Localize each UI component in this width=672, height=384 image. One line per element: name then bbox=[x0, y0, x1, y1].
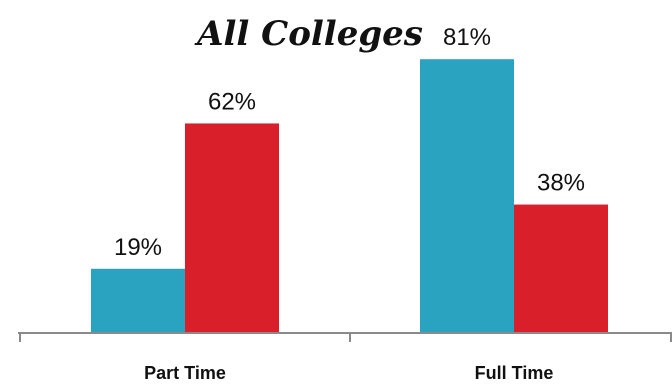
category-label: Part Time bbox=[144, 363, 226, 383]
bar-part-time-series-2 bbox=[185, 123, 279, 333]
bar-full-time-series-2 bbox=[514, 204, 608, 333]
bar-full-time-series-1 bbox=[420, 59, 514, 333]
chart-title: All Colleges bbox=[194, 14, 423, 54]
data-label: 19% bbox=[114, 234, 162, 261]
data-label: 81% bbox=[443, 24, 491, 51]
category-label: Full Time bbox=[475, 363, 554, 383]
x-axis: Part Time Full Time bbox=[18, 332, 672, 383]
data-label: 62% bbox=[208, 88, 256, 115]
data-labels: 19% 81% 62% 38% bbox=[114, 24, 585, 261]
bars-group bbox=[91, 59, 608, 333]
data-label: 38% bbox=[537, 170, 585, 197]
bar-part-time-series-1 bbox=[91, 268, 185, 333]
